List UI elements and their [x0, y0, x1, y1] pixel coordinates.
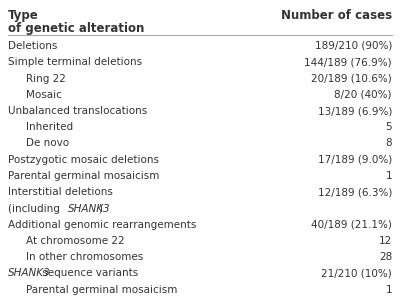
Text: 1: 1	[385, 285, 392, 295]
Text: 5: 5	[385, 122, 392, 132]
Text: ): )	[98, 203, 102, 213]
Text: 20/189 (10.6%): 20/189 (10.6%)	[311, 74, 392, 84]
Text: 40/189 (21.1%): 40/189 (21.1%)	[311, 220, 392, 230]
Text: 144/189 (76.9%): 144/189 (76.9%)	[304, 57, 392, 67]
Text: De novo: De novo	[26, 139, 69, 148]
Text: At chromosome 22: At chromosome 22	[26, 236, 125, 246]
Text: 17/189 (9.0%): 17/189 (9.0%)	[318, 155, 392, 165]
Text: sequence variants: sequence variants	[39, 268, 138, 278]
Text: Mosaic: Mosaic	[26, 90, 62, 100]
Text: Postzygotic mosaic deletions: Postzygotic mosaic deletions	[8, 155, 159, 165]
Text: Interstitial deletions: Interstitial deletions	[8, 187, 113, 197]
Text: 8: 8	[385, 139, 392, 148]
Text: Deletions: Deletions	[8, 41, 57, 51]
Text: Additional genomic rearrangements: Additional genomic rearrangements	[8, 220, 196, 230]
Text: Parental germinal mosaicism: Parental germinal mosaicism	[8, 171, 159, 181]
Text: SHANK3: SHANK3	[8, 268, 51, 278]
Text: Parental germinal mosaicism: Parental germinal mosaicism	[26, 285, 177, 295]
Text: Ring 22: Ring 22	[26, 74, 66, 84]
Text: of genetic alteration: of genetic alteration	[8, 22, 144, 35]
Text: Unbalanced translocations: Unbalanced translocations	[8, 106, 147, 116]
Text: In other chromosomes: In other chromosomes	[26, 252, 143, 262]
Text: 12: 12	[379, 236, 392, 246]
Text: 13/189 (6.9%): 13/189 (6.9%)	[318, 106, 392, 116]
Text: 8/20 (40%): 8/20 (40%)	[334, 90, 392, 100]
Text: 21/210 (10%): 21/210 (10%)	[321, 268, 392, 278]
Text: Number of cases: Number of cases	[281, 9, 392, 22]
Text: 28: 28	[379, 252, 392, 262]
Text: (including: (including	[8, 203, 63, 213]
Text: Simple terminal deletions: Simple terminal deletions	[8, 57, 142, 67]
Text: SHANK3: SHANK3	[68, 203, 110, 213]
Text: Inherited: Inherited	[26, 122, 73, 132]
Text: 1: 1	[385, 171, 392, 181]
Text: 189/210 (90%): 189/210 (90%)	[315, 41, 392, 51]
Text: 12/189 (6.3%): 12/189 (6.3%)	[318, 187, 392, 197]
Text: Type: Type	[8, 9, 39, 22]
